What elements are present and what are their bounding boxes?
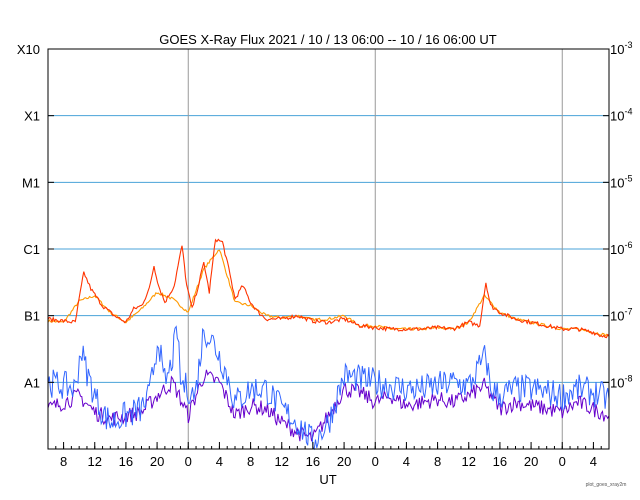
y-tick-label-left: B1 xyxy=(24,309,40,324)
x-tick-label: 0 xyxy=(372,454,379,469)
x-tick-label: 4 xyxy=(403,454,410,469)
series-line xyxy=(47,369,610,442)
y-tick-label-left: X10 xyxy=(17,42,40,57)
y-tick-label-right: 10-8 xyxy=(610,373,632,390)
chart-title: GOES X-Ray Flux 2021 / 10 / 13 06:00 -- … xyxy=(159,32,497,47)
series-line xyxy=(47,325,610,451)
y-tick-label-right: 10-4 xyxy=(610,107,632,124)
x-tick-label: 0 xyxy=(559,454,566,469)
x-tick-label: 16 xyxy=(493,454,507,469)
x-tick-label: 12 xyxy=(462,454,476,469)
y-tick-label-right: 10-5 xyxy=(610,173,632,190)
x-tick-label: 8 xyxy=(60,454,67,469)
x-tick-label: 16 xyxy=(306,454,320,469)
y-tick-label-left: A1 xyxy=(24,375,40,390)
y-tick-label-right: 10-3 xyxy=(610,40,632,57)
footnote: plot_goes_xray2m xyxy=(586,482,627,488)
series-line xyxy=(47,249,610,337)
y-tick-label-left: C1 xyxy=(23,242,40,257)
axis-layer: X10 X1 M1 C1 B1 A1 10-3 10-4 10-5 10-6 10-7 10-8 8 12… xyxy=(17,40,633,469)
series-layer xyxy=(47,238,610,451)
x-tick-label: 8 xyxy=(434,454,441,469)
x-tick-label: 20 xyxy=(524,454,538,469)
series-line xyxy=(47,238,610,339)
x-tick-label: 8 xyxy=(247,454,254,469)
grid-layer xyxy=(48,49,609,449)
x-tick-label: 20 xyxy=(337,454,351,469)
x-tick-label: 4 xyxy=(216,454,223,469)
x-tick-label: 16 xyxy=(119,454,133,469)
chart-title-text: GOES X-Ray Flux 2021 / 10 / 13 06:00 -- … xyxy=(159,32,497,47)
x-axis-label: UT xyxy=(319,472,336,487)
y-tick-label-left: X1 xyxy=(24,109,40,124)
y-tick-label-left: M1 xyxy=(22,175,40,190)
y-tick-label-right: 10-6 xyxy=(610,240,632,257)
y-tick-label-right: 10-7 xyxy=(610,307,632,324)
x-tick-label: 4 xyxy=(590,454,597,469)
x-tick-label: 0 xyxy=(185,454,192,469)
x-tick-label: 12 xyxy=(88,454,102,469)
x-tick-label: 20 xyxy=(150,454,164,469)
x-tick-label: 12 xyxy=(275,454,289,469)
